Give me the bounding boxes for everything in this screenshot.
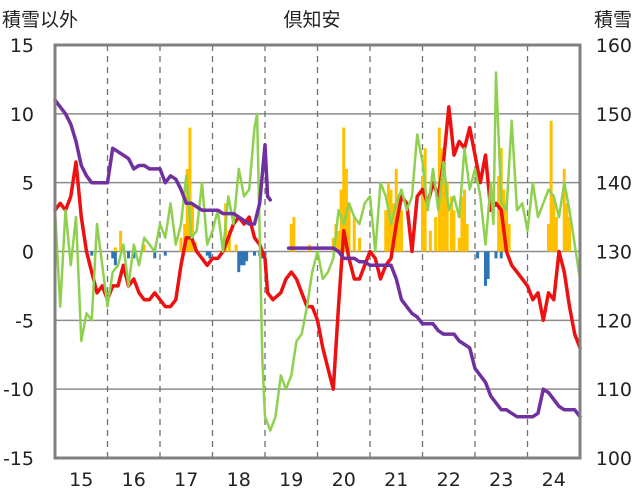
bar-mark: [331, 237, 335, 252]
bar-mark: [499, 251, 503, 259]
bar-mark: [245, 251, 249, 262]
left-tick-label: 15: [10, 35, 34, 57]
bar-mark: [142, 244, 146, 252]
bar-mark: [505, 203, 508, 252]
bar-mark: [507, 223, 511, 252]
bar-mark: [397, 196, 401, 252]
x-tick-label: 22: [437, 469, 461, 491]
bar-mark: [568, 217, 571, 252]
bar-mark: [484, 251, 487, 286]
bar-mark: [434, 217, 438, 252]
bar-mark: [111, 251, 115, 259]
bar-mark: [119, 230, 123, 252]
left-tick-label: 0: [22, 242, 34, 264]
right-tick-label: 110: [596, 379, 632, 401]
bar-mark: [179, 237, 183, 252]
bar-mark: [549, 120, 553, 252]
bar-mark: [205, 251, 209, 256]
bar-mark: [127, 251, 130, 259]
bar-mark: [237, 251, 241, 273]
x-tick-label: 18: [227, 469, 251, 491]
right-tick-label: 160: [596, 35, 632, 57]
left-axis-title: 積雪以外: [2, 9, 78, 31]
right-axis-title: 積雪: [594, 9, 632, 31]
bar-mark: [113, 247, 117, 252]
right-tick-label: 130: [596, 242, 632, 264]
bar-mark: [242, 251, 246, 266]
bar-mark: [185, 168, 189, 252]
series-line: [53, 98, 273, 226]
bar-mark: [476, 251, 480, 259]
series-line: [53, 71, 582, 432]
x-tick-label: 20: [332, 469, 356, 491]
x-tick-label: 15: [69, 469, 93, 491]
bar-mark: [90, 251, 94, 256]
bar-mark: [421, 175, 424, 252]
bar-mark: [227, 230, 231, 252]
bar-mark: [208, 251, 212, 259]
bar-mark: [465, 223, 469, 252]
lines-layer: [53, 71, 582, 432]
chart-title: 倶知安: [283, 9, 340, 31]
plot-frame: [53, 43, 582, 460]
left-tick-label: 10: [10, 104, 34, 126]
x-tick-label: 17: [174, 469, 198, 491]
bar-mark: [191, 203, 195, 252]
bar-mark: [188, 127, 192, 252]
bar-mark: [445, 182, 449, 252]
bar-mark: [552, 196, 556, 252]
series-line: [286, 246, 582, 419]
bar-mark: [292, 217, 296, 252]
bar-mark: [394, 168, 398, 252]
bar-mark: [163, 251, 167, 256]
bar-mark: [386, 182, 390, 252]
x-tick-label: 19: [279, 469, 303, 491]
right-tick-label: 150: [596, 104, 632, 126]
bar-mark: [449, 196, 453, 252]
bar-mark: [463, 189, 466, 252]
bar-mark: [428, 230, 432, 252]
x-tick-label: 24: [542, 469, 566, 491]
bar-mark: [392, 203, 396, 252]
bar-mark: [239, 251, 243, 266]
left-tick-label: 5: [22, 173, 34, 195]
bar-mark: [486, 251, 490, 280]
ticks-layer: 15 10 5 0 -5 -10 -15 160 150 140 130 120 110 100 15 16 1…: [3, 35, 632, 491]
bar-mark: [443, 162, 447, 252]
bar-mark: [562, 168, 566, 252]
bar-mark: [352, 217, 356, 252]
bar-mark: [400, 210, 403, 252]
bar-mark: [457, 237, 461, 252]
bar-mark: [234, 244, 238, 252]
bar-mark: [440, 148, 444, 252]
bar-mark: [547, 223, 550, 252]
bar-mark: [153, 251, 157, 259]
bar-mark: [452, 210, 456, 252]
left-tick-label: -10: [3, 379, 34, 401]
bar-mark: [339, 189, 343, 252]
bar-mark: [494, 251, 498, 259]
bar-mark: [347, 203, 351, 252]
bar-mark: [113, 251, 117, 266]
right-tick-label: 100: [596, 448, 632, 470]
bar-mark: [253, 251, 256, 256]
bar-mark: [497, 175, 501, 252]
bar-mark: [358, 237, 361, 252]
bar-mark: [289, 223, 293, 252]
bar-mark: [554, 217, 558, 252]
right-tick-label: 120: [596, 310, 632, 332]
x-tick-label: 23: [489, 469, 513, 491]
bar-mark: [384, 210, 388, 252]
x-tick-label: 16: [122, 469, 146, 491]
x-tick-label: 21: [384, 469, 408, 491]
bar-mark: [132, 251, 136, 259]
right-tick-label: 140: [596, 173, 632, 195]
bar-mark: [337, 230, 340, 252]
left-tick-label: -5: [15, 310, 34, 332]
bar-mark: [342, 127, 346, 252]
bar-mark: [460, 196, 464, 252]
bar-mark: [565, 203, 569, 252]
left-tick-label: -15: [3, 448, 34, 470]
